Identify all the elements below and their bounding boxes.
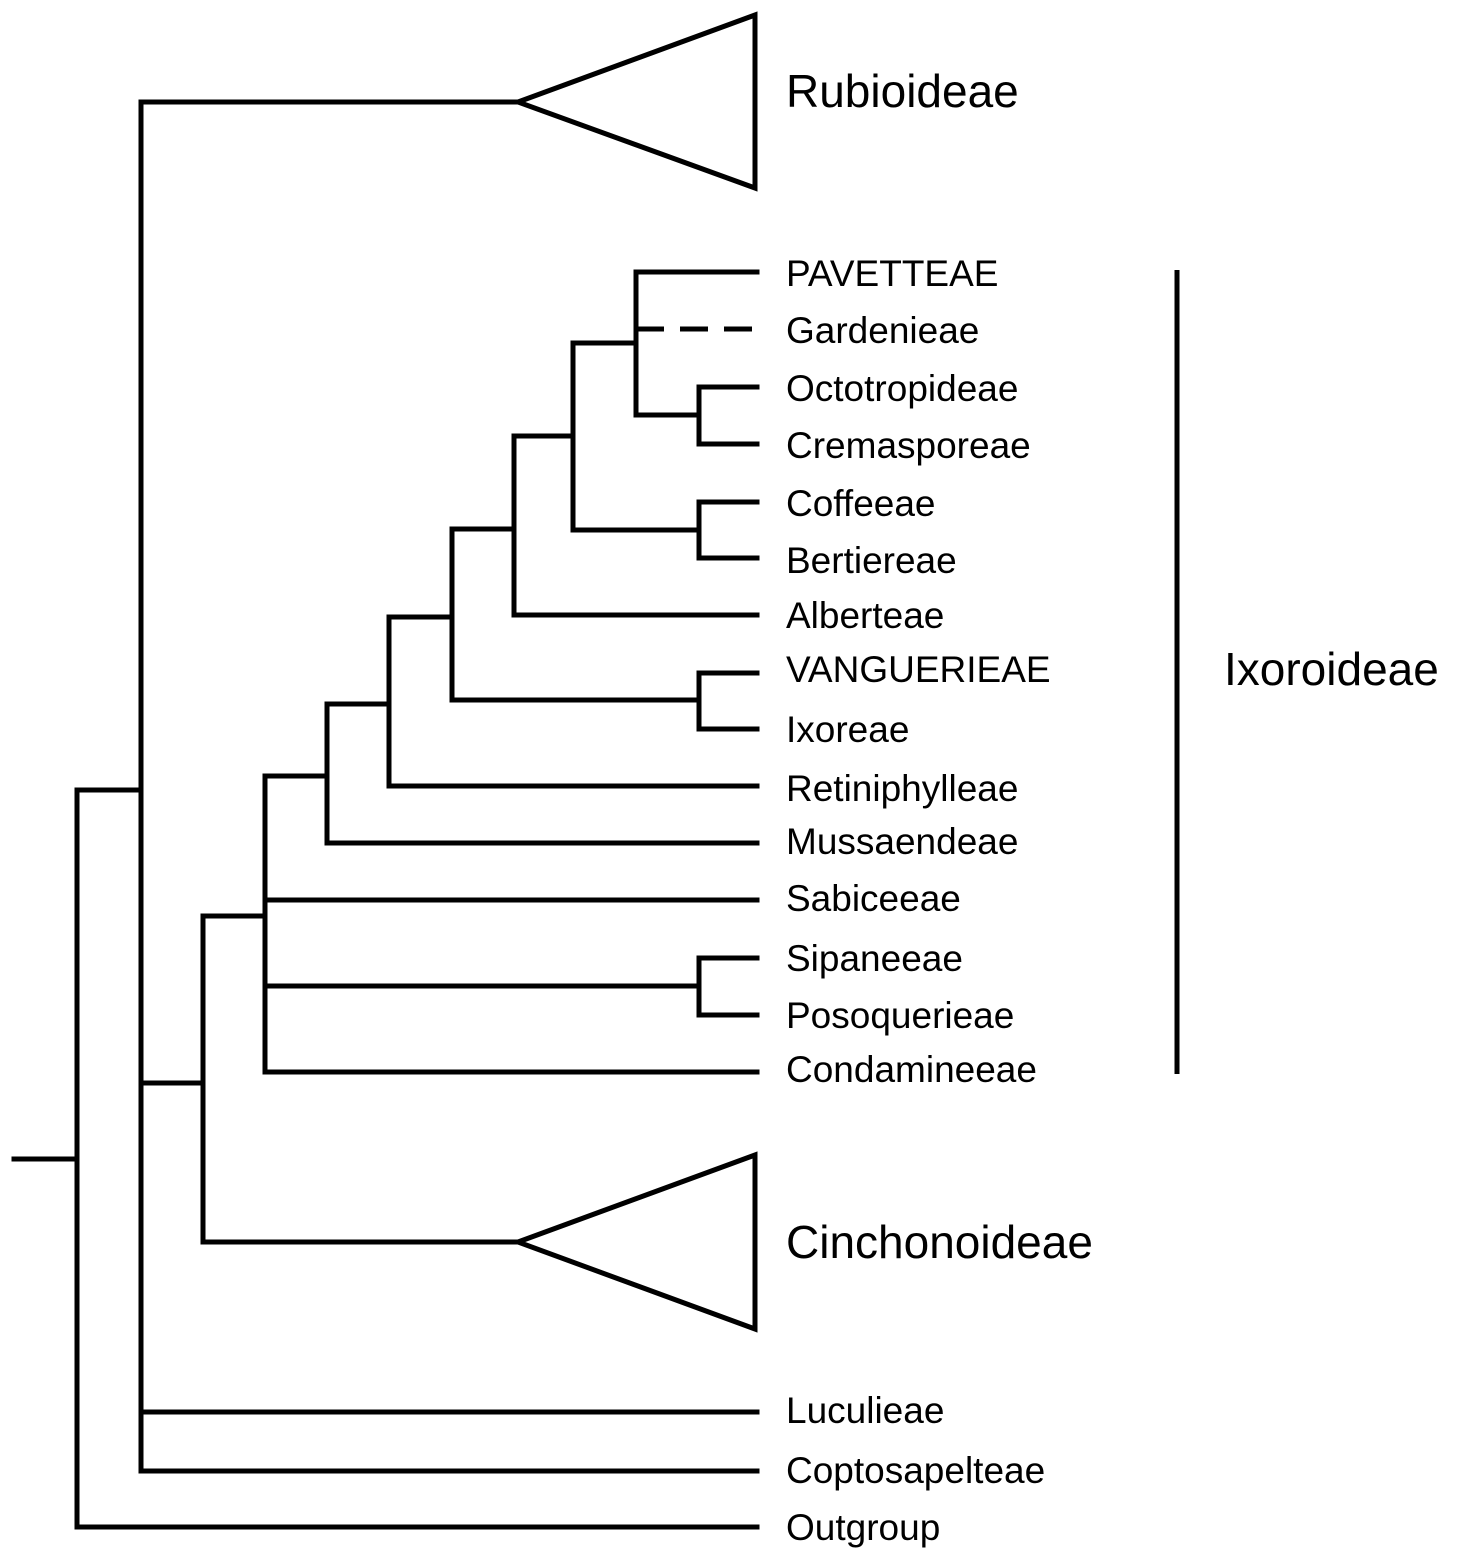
tree-branches (11, 99, 760, 1530)
labels: Rubioideae Cinchonoideae Ixoroideae PAVE… (786, 65, 1439, 1548)
taxon-label-retiniphylleae: Retiniphylleae (786, 768, 1018, 809)
group-label-ixoroideae: Ixoroideae (1224, 643, 1439, 695)
clade-label-rubioideae: Rubioideae (786, 65, 1019, 117)
taxon-label-pavetteae: PAVETTEAE (786, 253, 998, 294)
taxon-label-bertiereae: Bertiereae (786, 540, 957, 581)
taxon-label-alberteae: Alberteae (786, 595, 944, 636)
taxon-label-vanguerieae: VANGUERIEAE (786, 649, 1051, 690)
taxon-label-coffeeae: Coffeeae (786, 483, 936, 524)
taxon-label-octotropideae: Octotropideae (786, 368, 1018, 409)
triangle-cinchonoideae (510, 1151, 758, 1333)
taxon-label-outgroup: Outgroup (786, 1507, 940, 1548)
taxon-label-cremasporeae: Cremasporeae (786, 425, 1031, 466)
triangle-rubioideae (510, 11, 758, 192)
clade-label-cinchonoideae: Cinchonoideae (786, 1216, 1093, 1268)
taxon-label-condamineeae: Condamineeae (786, 1049, 1037, 1090)
taxon-label-ixoreae: Ixoreae (786, 709, 909, 750)
taxon-label-sabiceeae: Sabiceeae (786, 878, 961, 919)
taxon-label-luculieae: Luculieae (786, 1390, 944, 1431)
taxon-label-mussaendeae: Mussaendeae (786, 821, 1018, 862)
taxon-label-gardenieae: Gardenieae (786, 310, 979, 351)
taxon-label-sipaneeae: Sipaneeae (786, 938, 963, 979)
taxon-label-coptosapelteae: Coptosapelteae (786, 1450, 1045, 1491)
taxon-label-posoquerieae: Posoquerieae (786, 995, 1014, 1036)
